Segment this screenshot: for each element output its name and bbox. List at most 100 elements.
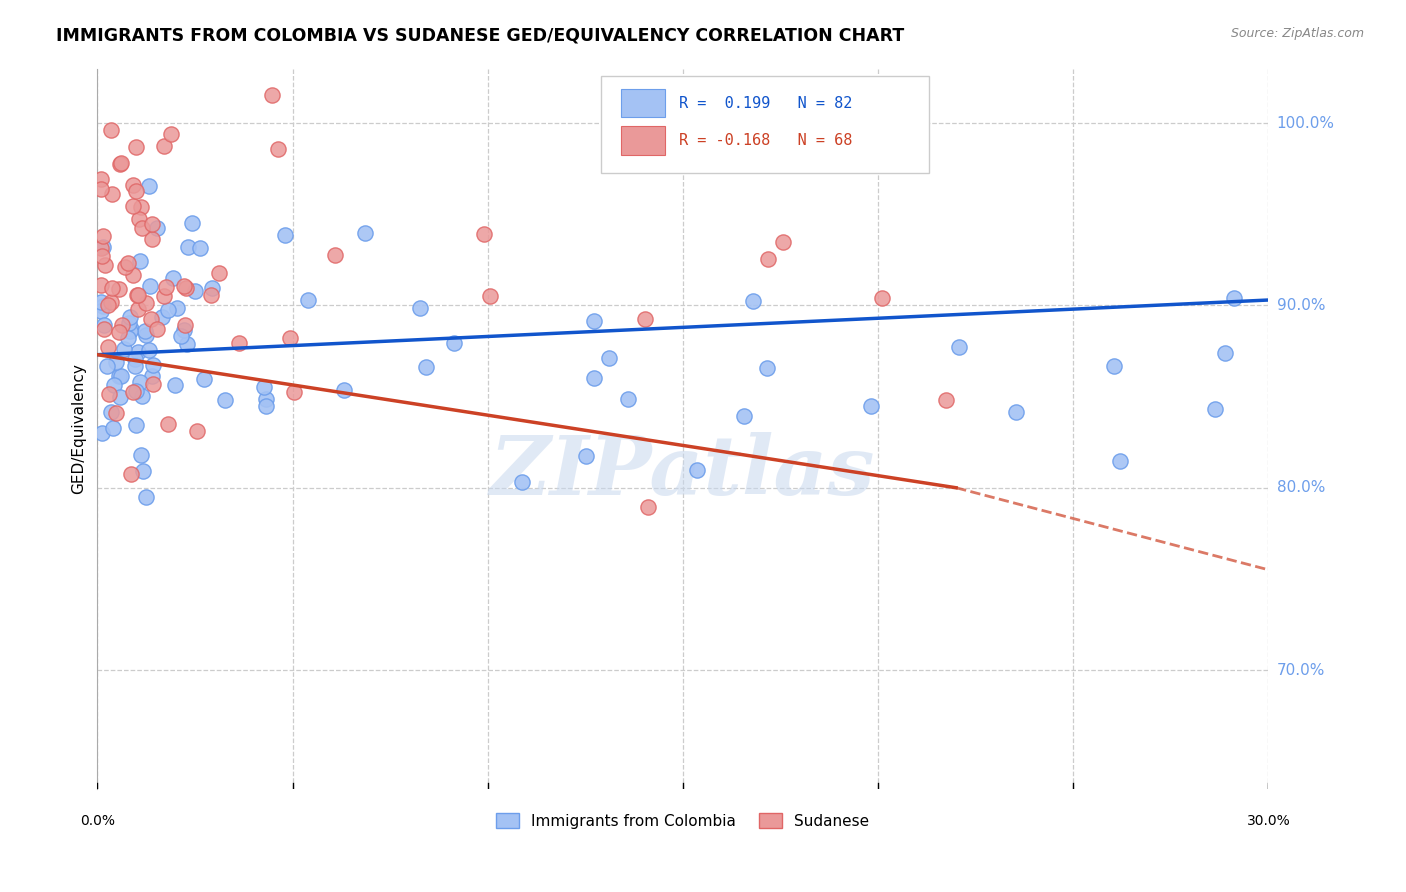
- Text: 30.0%: 30.0%: [1247, 814, 1291, 828]
- Point: [1204, 401, 1226, 416]
- Point: [96, 359, 118, 374]
- Point: [280, 331, 302, 345]
- Point: [134, 324, 156, 338]
- Point: [117, 256, 139, 270]
- Point: [97, 298, 120, 312]
- Point: [103, 421, 125, 435]
- Point: [142, 359, 165, 373]
- Point: [948, 340, 970, 354]
- Y-axis label: GED/Equivalency: GED/Equivalency: [72, 363, 86, 494]
- Point: [141, 232, 163, 246]
- Point: [173, 323, 195, 337]
- Point: [108, 390, 131, 404]
- Point: [97, 340, 120, 354]
- Point: [110, 156, 132, 170]
- Point: [333, 383, 356, 397]
- Text: 0.0%: 0.0%: [80, 814, 115, 828]
- Point: [90, 241, 112, 255]
- Text: 100.0%: 100.0%: [1277, 116, 1334, 131]
- Point: [138, 179, 160, 194]
- Point: [139, 312, 162, 326]
- Point: [110, 369, 132, 384]
- Point: [1223, 291, 1246, 305]
- Point: [118, 317, 141, 331]
- Point: [228, 336, 250, 351]
- Point: [479, 289, 502, 303]
- Point: [100, 404, 122, 418]
- Point: [935, 392, 957, 407]
- Point: [582, 314, 605, 328]
- Point: [93, 322, 115, 336]
- Point: [121, 268, 143, 282]
- FancyBboxPatch shape: [621, 88, 665, 118]
- Point: [94, 258, 117, 272]
- Point: [163, 377, 186, 392]
- Point: [870, 291, 893, 305]
- Point: [128, 376, 150, 390]
- Point: [114, 260, 136, 274]
- Point: [90, 182, 112, 196]
- Point: [1213, 346, 1236, 360]
- Point: [617, 392, 640, 406]
- Point: [124, 351, 146, 366]
- Point: [90, 277, 112, 292]
- Point: [200, 288, 222, 302]
- Point: [742, 293, 765, 308]
- Point: [91, 426, 114, 441]
- Point: [108, 283, 131, 297]
- Point: [156, 417, 179, 431]
- Point: [173, 279, 195, 293]
- Point: [162, 270, 184, 285]
- Point: [176, 337, 198, 351]
- Point: [93, 318, 115, 332]
- Point: [135, 490, 157, 504]
- Point: [157, 302, 180, 317]
- Point: [150, 310, 173, 324]
- Point: [131, 220, 153, 235]
- Point: [110, 156, 132, 170]
- Point: [127, 302, 149, 317]
- Point: [90, 172, 112, 186]
- Point: [598, 351, 620, 366]
- Text: ZIPatlas: ZIPatlas: [491, 432, 876, 512]
- Point: [354, 227, 377, 241]
- Point: [108, 369, 131, 384]
- Point: [121, 199, 143, 213]
- Point: [93, 229, 115, 244]
- Point: [127, 288, 149, 302]
- Point: [214, 392, 236, 407]
- Point: [100, 123, 122, 137]
- Point: [125, 384, 148, 398]
- Point: [297, 293, 319, 307]
- Point: [104, 355, 127, 369]
- Point: [121, 178, 143, 192]
- Text: 80.0%: 80.0%: [1277, 480, 1324, 495]
- Point: [201, 281, 224, 295]
- Point: [122, 385, 145, 400]
- Text: Source: ZipAtlas.com: Source: ZipAtlas.com: [1230, 27, 1364, 40]
- Point: [91, 240, 114, 254]
- Point: [135, 327, 157, 342]
- Point: [733, 409, 755, 423]
- Point: [129, 200, 152, 214]
- Point: [443, 336, 465, 351]
- Point: [1109, 454, 1132, 468]
- Point: [103, 377, 125, 392]
- Point: [146, 321, 169, 335]
- Point: [107, 325, 129, 339]
- Point: [756, 252, 779, 266]
- Point: [634, 311, 657, 326]
- Point: [118, 310, 141, 325]
- Point: [159, 128, 181, 142]
- Point: [100, 294, 122, 309]
- Point: [274, 228, 297, 243]
- Text: 70.0%: 70.0%: [1277, 663, 1324, 678]
- Point: [262, 87, 284, 102]
- Point: [254, 392, 277, 407]
- Point: [686, 463, 709, 477]
- Point: [128, 253, 150, 268]
- Point: [117, 331, 139, 345]
- Point: [208, 266, 231, 280]
- Point: [174, 318, 197, 332]
- Point: [170, 329, 193, 343]
